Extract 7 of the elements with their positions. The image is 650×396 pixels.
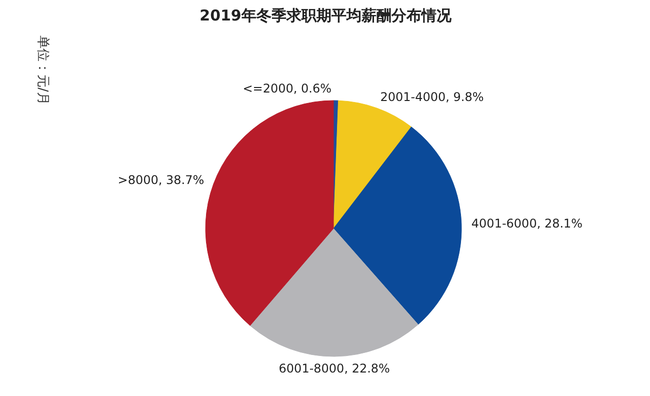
text: 单位：元/月: [35, 36, 50, 105]
slice-label: <=2000, 0.6%: [242, 82, 332, 96]
slice-label: 4001-6000, 28.1%: [471, 216, 583, 231]
slice-label: 2001-4000, 9.8%: [380, 90, 484, 104]
slice-label: >8000, 38.7%: [118, 172, 204, 187]
slice-label: 6001-8000, 22.8%: [278, 361, 390, 376]
chart-title: 2019年冬季求职期平均薪酬分布情况: [200, 6, 452, 24]
